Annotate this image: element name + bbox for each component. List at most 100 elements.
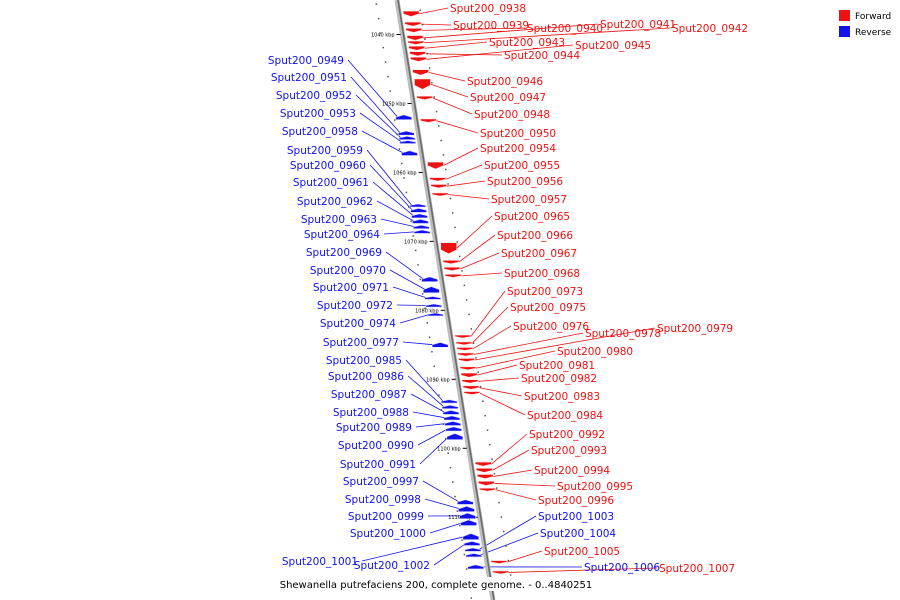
gene-feature-sput200-0958[interactable] (401, 150, 418, 156)
gene-label-sput200-0988[interactable]: Sput200_0988 (333, 407, 409, 419)
gene-label-sput200-0974[interactable]: Sput200_0974 (320, 318, 396, 330)
gene-feature-sput200-0952[interactable] (398, 135, 416, 140)
gene-label-sput200-0995[interactable]: Sput200_0995 (557, 481, 633, 493)
gene-label-sput200-0938[interactable]: Sput200_0938 (450, 3, 526, 15)
gene-feature-sput200-0955[interactable] (429, 177, 446, 182)
gene-feature-sput200-0992[interactable] (474, 461, 492, 467)
gene-label-sput200-0985[interactable]: Sput200_0985 (326, 355, 402, 367)
gene-label-sput200-0980[interactable]: Sput200_0980 (557, 346, 633, 358)
gene-label-sput200-0959[interactable]: Sput200_0959 (287, 145, 363, 157)
gene-label-sput200-0953[interactable]: Sput200_0953 (280, 108, 356, 120)
gene-label-sput200-0941[interactable]: Sput200_0941 (600, 19, 676, 31)
gene-feature-sput200-0972[interactable] (425, 303, 443, 308)
gene-feature-sput200-0976[interactable] (456, 347, 474, 351)
gene-feature-sput200-0990[interactable] (445, 426, 462, 432)
gene-label-sput200-0998[interactable]: Sput200_0998 (345, 494, 421, 506)
gene-feature-sput200-0994[interactable] (476, 474, 494, 479)
gene-label-sput200-0981[interactable]: Sput200_0981 (519, 360, 595, 372)
gene-feature-sput200-0984[interactable] (463, 391, 481, 395)
gene-feature-sput200-0951[interactable] (397, 130, 415, 136)
gene-feature-sput200-0956[interactable] (430, 184, 448, 189)
gene-feature-sput200-0959[interactable] (409, 203, 427, 208)
gene-label-sput200-0969[interactable]: Sput200_0969 (306, 247, 382, 259)
gene-label-sput200-0939[interactable]: Sput200_0939 (453, 20, 529, 32)
gene-feature-sput200-0978[interactable] (457, 352, 475, 357)
gene-label-sput200-1003[interactable]: Sput200_1003 (538, 511, 614, 523)
gene-label-sput200-0946[interactable]: Sput200_0946 (467, 76, 543, 88)
gene-label-sput200-0963[interactable]: Sput200_0963 (301, 214, 377, 226)
gene-feature-sput200-0979[interactable] (458, 358, 475, 362)
gene-label-sput200-0948[interactable]: Sput200_0948 (474, 109, 550, 121)
gene-feature-sput200-0982[interactable] (461, 379, 479, 384)
gene-feature-sput200-0974[interactable] (427, 312, 444, 317)
gene-feature-sput200-0980[interactable] (459, 366, 477, 371)
gene-feature-sput200-1001[interactable] (462, 533, 480, 540)
gene-label-sput200-0977[interactable]: Sput200_0977 (323, 337, 399, 349)
gene-label-sput200-0971[interactable]: Sput200_0971 (313, 282, 389, 294)
gene-label-sput200-0958[interactable]: Sput200_0958 (282, 126, 358, 138)
gene-feature-sput200-0970[interactable] (423, 286, 440, 294)
gene-label-sput200-0951[interactable]: Sput200_0951 (271, 72, 347, 84)
gene-label-sput200-0957[interactable]: Sput200_0957 (491, 194, 567, 206)
gene-feature-sput200-0963[interactable] (413, 224, 430, 229)
gene-feature-sput200-0977[interactable] (431, 342, 449, 348)
gene-feature-sput200-0981[interactable] (460, 372, 478, 378)
gene-label-sput200-0976[interactable]: Sput200_0976 (513, 321, 589, 333)
gene-label-sput200-0954[interactable]: Sput200_0954 (480, 143, 556, 155)
gene-label-sput200-0960[interactable]: Sput200_0960 (290, 160, 366, 172)
gene-label-sput200-0966[interactable]: Sput200_0966 (497, 230, 573, 242)
gene-feature-sput200-0945[interactable] (410, 56, 427, 62)
gene-feature-sput200-0948[interactable] (416, 95, 433, 100)
gene-label-sput200-0978[interactable]: Sput200_0978 (585, 328, 661, 340)
gene-feature-sput200-0987[interactable] (442, 410, 460, 415)
gene-feature-sput200-0960[interactable] (410, 207, 427, 213)
gene-feature-sput200-0985[interactable] (440, 399, 458, 404)
gene-label-sput200-0972[interactable]: Sput200_0972 (317, 300, 393, 312)
gene-label-sput200-1001[interactable]: Sput200_1001 (282, 556, 358, 568)
gene-label-sput200-0942[interactable]: Sput200_0942 (672, 23, 748, 35)
gene-label-sput200-0961[interactable]: Sput200_0961 (293, 177, 369, 189)
gene-feature-sput200-0940[interactable] (405, 27, 423, 33)
gene-label-sput200-0996[interactable]: Sput200_0996 (538, 495, 614, 507)
gene-feature-sput200-0939[interactable] (404, 21, 422, 27)
gene-label-sput200-0952[interactable]: Sput200_0952 (276, 90, 352, 102)
gene-label-sput200-1005[interactable]: Sput200_1005 (544, 546, 620, 558)
gene-label-sput200-0989[interactable]: Sput200_0989 (336, 422, 412, 434)
gene-label-sput200-0990[interactable]: Sput200_0990 (338, 440, 414, 452)
gene-label-sput200-0949[interactable]: Sput200_0949 (268, 55, 344, 67)
gene-label-sput200-0956[interactable]: Sput200_0956 (487, 176, 563, 188)
gene-label-sput200-1002[interactable]: Sput200_1002 (354, 560, 430, 572)
gene-feature-sput200-1000[interactable] (460, 519, 477, 526)
gene-feature-sput200-0957[interactable] (431, 192, 449, 197)
gene-label-sput200-1000[interactable]: Sput200_1000 (350, 528, 426, 540)
gene-label-sput200-1004[interactable]: Sput200_1004 (540, 528, 616, 540)
gene-label-sput200-0991[interactable]: Sput200_0991 (340, 459, 416, 471)
gene-feature-sput200-0988[interactable] (443, 415, 461, 421)
gene-feature-sput200-0966[interactable] (442, 260, 460, 265)
gene-feature-sput200-1003[interactable] (464, 547, 482, 552)
gene-feature-sput200-0964[interactable] (413, 229, 431, 234)
gene-feature-sput200-0946[interactable] (412, 69, 429, 76)
gene-feature-sput200-0943[interactable] (408, 45, 426, 51)
gene-feature-sput200-0983[interactable] (462, 385, 480, 390)
gene-label-sput200-0994[interactable]: Sput200_0994 (534, 465, 610, 477)
gene-feature-sput200-0989[interactable] (444, 421, 462, 426)
gene-label-sput200-1007[interactable]: Sput200_1007 (659, 563, 735, 575)
gene-feature-sput200-1004[interactable] (465, 553, 483, 558)
gene-label-sput200-0983[interactable]: Sput200_0983 (524, 391, 600, 403)
gene-label-sput200-0970[interactable]: Sput200_0970 (310, 265, 386, 277)
gene-label-sput200-0950[interactable]: Sput200_0950 (480, 128, 556, 140)
gene-label-sput200-0945[interactable]: Sput200_0945 (575, 40, 651, 52)
gene-feature-sput200-0996[interactable] (479, 487, 496, 492)
gene-label-sput200-0997[interactable]: Sput200_0997 (343, 476, 419, 488)
gene-label-sput200-0940[interactable]: Sput200_0940 (527, 23, 603, 35)
gene-feature-sput200-0995[interactable] (478, 481, 495, 486)
gene-feature-sput200-1005[interactable] (490, 560, 508, 564)
gene-feature-sput200-0942[interactable] (407, 40, 425, 45)
gene-feature-sput200-0986[interactable] (441, 404, 459, 409)
gene-feature-sput200-0938[interactable] (402, 10, 420, 17)
gene-feature-sput200-0947[interactable] (414, 78, 431, 90)
gene-label-sput200-0964[interactable]: Sput200_0964 (304, 229, 380, 241)
gene-label-sput200-0992[interactable]: Sput200_0992 (529, 429, 605, 441)
gene-label-sput200-0973[interactable]: Sput200_0973 (507, 286, 583, 298)
